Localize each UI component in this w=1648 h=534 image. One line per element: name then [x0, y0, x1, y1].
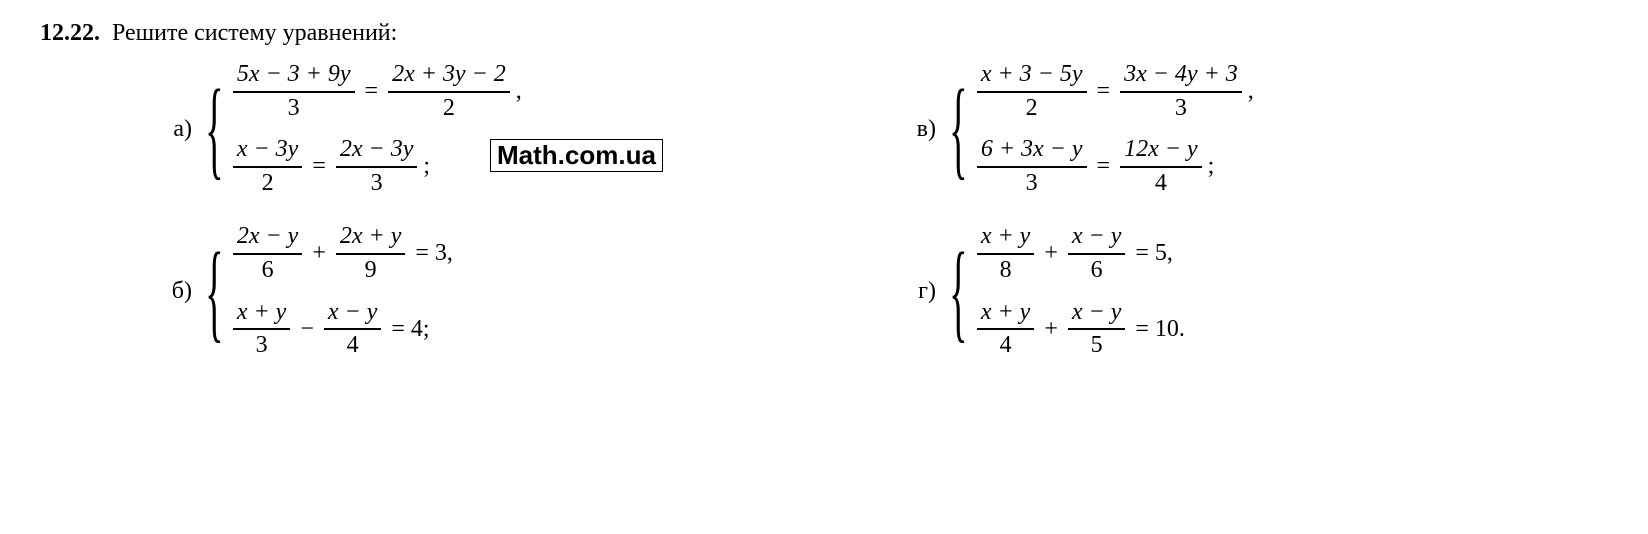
operator: =	[1093, 153, 1115, 180]
problem-label: а)	[160, 116, 192, 143]
fraction-numerator: 3x − 4y + 3	[1120, 61, 1242, 93]
fraction: 12x − y 4	[1120, 136, 1202, 197]
equation-row: 2x − y 6 + 2x + y 9 = 3,	[233, 223, 457, 284]
fraction-denominator: 3	[1022, 168, 1042, 198]
operator: =	[308, 153, 330, 180]
fraction: x + y 4	[977, 299, 1035, 360]
operator: −	[296, 316, 318, 343]
equation-system: x + 3 − 5y 2 = 3x − 4y + 3 3 , 6 + 3x − …	[977, 61, 1254, 197]
fraction: x + 3 − 5y 2	[977, 61, 1087, 122]
operator: +	[1040, 240, 1062, 267]
brace-icon: {	[205, 86, 223, 172]
equation-result: = 4;	[387, 316, 433, 343]
fraction-numerator: 12x − y	[1120, 136, 1202, 168]
fraction-numerator: x + y	[977, 223, 1035, 255]
fraction: 5x − 3 + 9y 3	[233, 61, 355, 122]
fraction-denominator: 2	[439, 93, 459, 123]
problem-label: в)	[904, 116, 936, 143]
fraction-denominator: 8	[996, 255, 1016, 285]
equation-row: x + y 3 − x − y 4 = 4;	[233, 299, 457, 360]
problem-b: б) { 2x − y 6 + 2x + y 9 = 3, x + y 3	[160, 223, 864, 359]
problem-a: а) { 5x − 3 + 9y 3 = 2x + 3y − 2 2 , x −…	[160, 61, 864, 197]
equation-result: = 5,	[1131, 240, 1177, 267]
operator: =	[1093, 78, 1115, 105]
fraction-numerator: x + y	[233, 299, 291, 331]
fraction: x − y 6	[1068, 223, 1126, 284]
fraction-numerator: 2x − 3y	[336, 136, 418, 168]
fraction: 3x − 4y + 3 3	[1120, 61, 1242, 122]
fraction-denominator: 4	[343, 330, 363, 360]
problem-g: г) { x + y 8 + x − y 6 = 5, x + y 4	[904, 223, 1608, 359]
fraction: 2x − 3y 3	[336, 136, 418, 197]
fraction-numerator: x − y	[1068, 299, 1126, 331]
equation-tail: ;	[1208, 153, 1215, 180]
fraction-denominator: 3	[367, 168, 387, 198]
fraction-numerator: x − 3y	[233, 136, 303, 168]
equation-tail: ;	[423, 153, 430, 180]
problem-v: в) { x + 3 − 5y 2 = 3x − 4y + 3 3 , 6 + …	[904, 61, 1608, 197]
fraction-denominator: 5	[1087, 330, 1107, 360]
exercise-prompt: Решите систему уравнений:	[112, 20, 397, 46]
fraction-numerator: 5x − 3 + 9y	[233, 61, 355, 93]
equation-row: x + 3 − 5y 2 = 3x − 4y + 3 3 ,	[977, 61, 1254, 122]
fraction-denominator: 3	[284, 93, 304, 123]
problem-label: б)	[160, 278, 192, 305]
equation-result: = 10.	[1131, 316, 1189, 343]
fraction-numerator: x + y	[977, 299, 1035, 331]
fraction: x − 3y 2	[233, 136, 303, 197]
fraction-denominator: 3	[1171, 93, 1191, 123]
problems-grid: а) { 5x − 3 + 9y 3 = 2x + 3y − 2 2 , x −…	[40, 61, 1608, 360]
fraction-numerator: x − y	[324, 299, 382, 331]
fraction-denominator: 2	[1022, 93, 1042, 123]
exercise-number: 12.22.	[40, 20, 100, 46]
fraction-denominator: 6	[1087, 255, 1107, 285]
fraction: 6 + 3x − y 3	[977, 136, 1087, 197]
equation-tail: ,	[516, 78, 522, 105]
fraction-numerator: 6 + 3x − y	[977, 136, 1087, 168]
fraction-denominator: 9	[361, 255, 381, 285]
fraction-numerator: x + 3 − 5y	[977, 61, 1087, 93]
fraction: x + y 3	[233, 299, 291, 360]
fraction: 2x + 3y − 2 2	[388, 61, 510, 122]
fraction: x − y 5	[1068, 299, 1126, 360]
equation-row: 6 + 3x − y 3 = 12x − y 4 ;	[977, 136, 1254, 197]
exercise-header: 12.22. Решите систему уравнений:	[40, 20, 1608, 47]
equation-system: 5x − 3 + 9y 3 = 2x + 3y − 2 2 , x − 3y 2…	[233, 61, 522, 197]
operator: +	[308, 240, 330, 267]
fraction-denominator: 4	[996, 330, 1016, 360]
brace-icon: {	[949, 249, 967, 335]
fraction: 2x − y 6	[233, 223, 303, 284]
fraction: x + y 8	[977, 223, 1035, 284]
equation-row: 5x − 3 + 9y 3 = 2x + 3y − 2 2 ,	[233, 61, 522, 122]
fraction-denominator: 2	[258, 168, 278, 198]
fraction-numerator: x − y	[1068, 223, 1126, 255]
fraction-denominator: 6	[258, 255, 278, 285]
equation-result: = 3,	[411, 240, 457, 267]
equation-row: x + y 4 + x − y 5 = 10.	[977, 299, 1189, 360]
operator: +	[1040, 316, 1062, 343]
fraction: x − y 4	[324, 299, 382, 360]
brace-icon: {	[949, 86, 967, 172]
equation-system: x + y 8 + x − y 6 = 5, x + y 4 + x − y	[977, 223, 1189, 359]
fraction-numerator: 2x − y	[233, 223, 303, 255]
fraction-numerator: 2x + 3y − 2	[388, 61, 510, 93]
equation-row: x + y 8 + x − y 6 = 5,	[977, 223, 1189, 284]
fraction: 2x + y 9	[336, 223, 406, 284]
equation-system: 2x − y 6 + 2x + y 9 = 3, x + y 3 − x − y	[233, 223, 457, 359]
watermark-text: Math.com.ua	[490, 139, 663, 172]
fraction-numerator: 2x + y	[336, 223, 406, 255]
equation-row: x − 3y 2 = 2x − 3y 3 ;	[233, 136, 522, 197]
fraction-denominator: 3	[252, 330, 272, 360]
equation-tail: ,	[1248, 78, 1254, 105]
problem-label: г)	[904, 278, 936, 305]
fraction-denominator: 4	[1151, 168, 1171, 198]
brace-icon: {	[205, 249, 223, 335]
operator: =	[361, 78, 383, 105]
